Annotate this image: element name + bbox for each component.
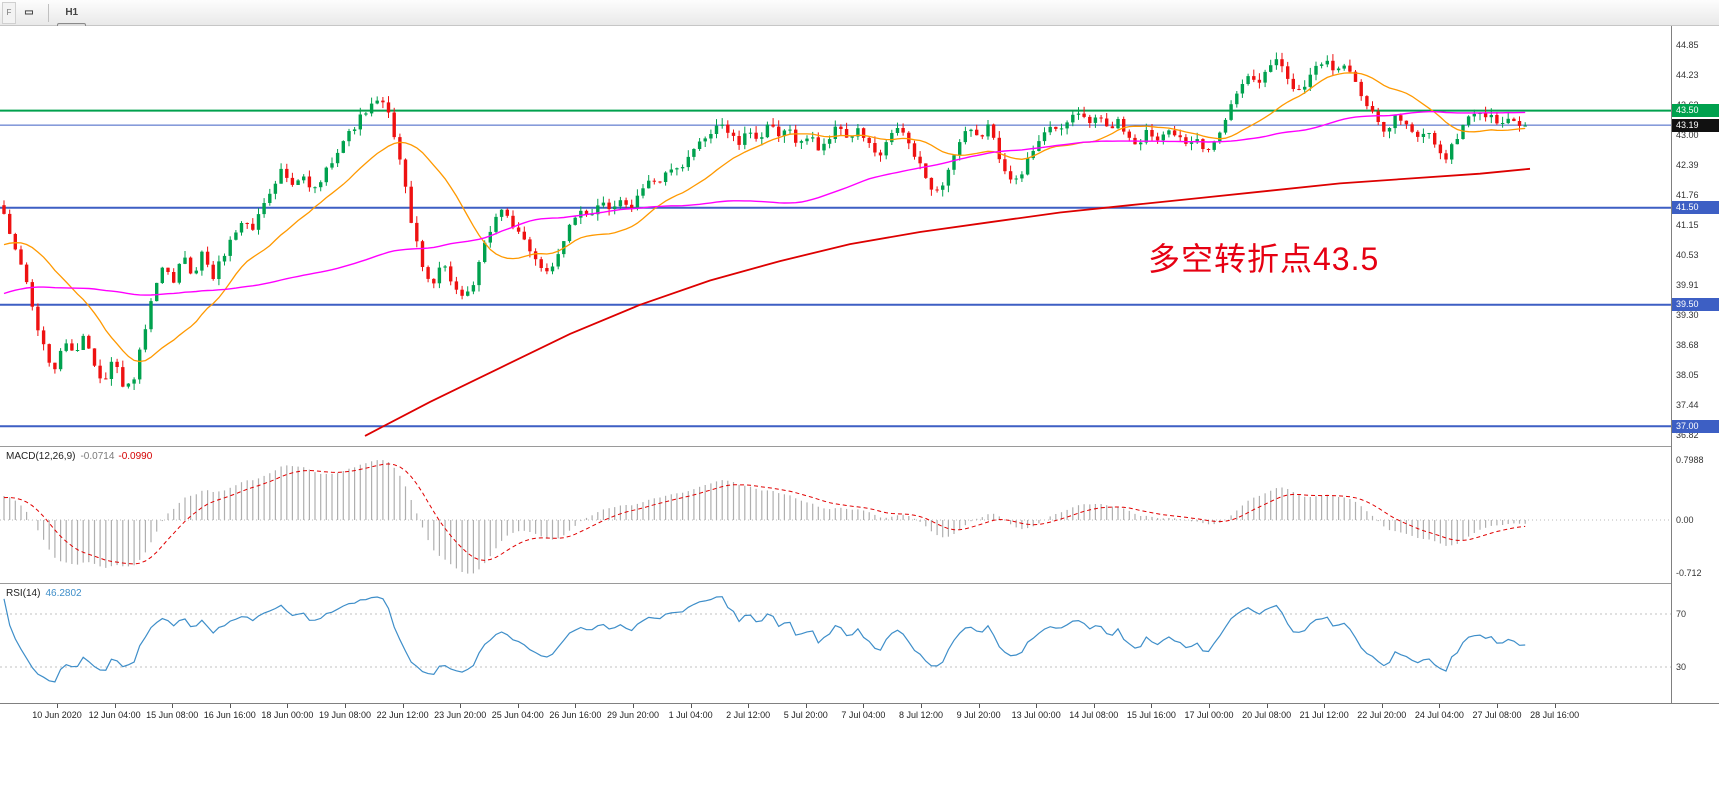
time-axis-label: 25 Jun 04:00 <box>491 710 544 720</box>
time-axis-label: 21 Jul 12:00 <box>1299 710 1349 720</box>
rsi-axis-label: 30 <box>1676 662 1687 672</box>
time-axis-label: 14 Jul 08:00 <box>1069 710 1119 720</box>
time-axis-label: 15 Jul 16:00 <box>1126 710 1176 720</box>
price-level-badge: 39.50 <box>1672 298 1719 312</box>
time-axis-label: 22 Jul 20:00 <box>1357 710 1407 720</box>
price-level-badge: 41.50 <box>1672 201 1719 215</box>
time-axis-label: 29 Jun 20:00 <box>606 710 660 720</box>
time-axis-tick <box>57 704 58 708</box>
time-axis-tick <box>1324 704 1326 708</box>
time-axis-tick <box>575 704 577 708</box>
panel-divider[interactable] <box>0 583 1719 584</box>
current-price-badge: 43.19 <box>1672 119 1719 133</box>
time-axis-label: 13 Jul 00:00 <box>1011 710 1061 720</box>
toolbar-separator <box>48 3 49 22</box>
price-axis-label: 40.53 <box>1676 249 1699 260</box>
time-axis-label: 19 Jun 08:00 <box>318 710 372 720</box>
time-axis-tick <box>1209 704 1210 708</box>
time-axis-label: 9 Jul 20:00 <box>956 710 1001 720</box>
time-axis-label: 1 Jul 04:00 <box>668 710 713 720</box>
time-axis-label: 10 Jun 2020 <box>32 710 82 720</box>
time-axis-tick <box>1439 704 1441 708</box>
time-axis-tick <box>1497 704 1498 708</box>
time-axis-tick <box>748 704 750 708</box>
price-axis-label: 44.23 <box>1676 70 1699 81</box>
time-axis-tick <box>1266 704 1268 708</box>
time-axis-tick <box>690 704 692 708</box>
macd-indicator-label: MACD(12,26,9) -0.0714 -0.0990 <box>6 451 153 462</box>
time-axis-tick <box>978 704 980 708</box>
time-axis-label: 5 Jul 20:00 <box>783 710 828 720</box>
rsi-panel-canvas[interactable] <box>0 584 1671 703</box>
time-axis-label: 7 Jul 04:00 <box>841 710 886 720</box>
time-axis-label: 2 Jul 12:00 <box>726 710 771 720</box>
timeframe-h1[interactable]: H1 <box>65 7 79 18</box>
toolbar: F ✚A▭✎▾ M1M5M15M30H1H4D1W1MN <box>0 0 1719 98</box>
time-axis-tick <box>229 704 231 708</box>
price-level-badge: 43.50 <box>1672 104 1719 118</box>
time-axis-tick <box>287 704 289 708</box>
price-level-badge: 37.00 <box>1672 419 1719 433</box>
time-axis-tick <box>863 704 865 708</box>
price-axis-label: 36.82 <box>1676 429 1699 440</box>
time-axis-tick <box>921 704 922 708</box>
time-axis-tick <box>114 704 116 708</box>
price-axis-label: 37.44 <box>1676 399 1699 410</box>
collapsed-panel-tab[interactable]: F <box>2 1 16 24</box>
macd-panel-canvas[interactable] <box>0 447 1671 584</box>
time-axis-label: 22 Jun 12:00 <box>376 710 429 720</box>
price-axis-label: 41.76 <box>1676 190 1699 201</box>
time-axis-label: 12 Jun 04:00 <box>88 710 141 720</box>
price-chart-canvas[interactable] <box>0 26 1671 447</box>
time-axis-label: 8 Jul 12:00 <box>898 710 944 720</box>
rsi-indicator-label: RSI(14) 46.2802 <box>6 588 82 599</box>
rsi-axis-label: 70 <box>1676 609 1687 619</box>
price-axis-label: 38.68 <box>1676 339 1699 350</box>
time-axis-tick <box>1093 704 1095 708</box>
time-axis-label: 27 Jul 08:00 <box>1472 710 1522 720</box>
time-axis-tick <box>1036 704 1038 708</box>
price-axis-label: 39.30 <box>1676 309 1699 320</box>
price-axis-label: 42.39 <box>1676 159 1699 170</box>
price-axis-label: 43.00 <box>1676 129 1699 140</box>
time-axis-label: 16 Jun 16:00 <box>203 710 256 720</box>
time-axis-label: 15 Jun 08:00 <box>146 710 199 720</box>
time-axis-tick <box>1151 704 1153 708</box>
price-axis[interactable]: 44.8544.2343.6243.0042.3941.7641.1540.53… <box>1671 26 1719 703</box>
time-axis-label: 20 Jul 08:00 <box>1242 710 1292 720</box>
macd-axis-label: -0.712 <box>1676 568 1702 579</box>
time-axis-label: 26 Jun 16:00 <box>549 710 602 720</box>
time-axis-tick <box>517 704 519 708</box>
time-axis-tick <box>1381 704 1383 708</box>
time-axis-label: 28 Jul 16:00 <box>1530 710 1580 720</box>
time-axis-tick <box>172 704 174 708</box>
time-axis-label: 18 Jun 00:00 <box>261 710 314 720</box>
time-axis-tick <box>1554 704 1556 708</box>
panel-divider[interactable] <box>0 446 1719 447</box>
time-axis-tick <box>345 704 346 708</box>
time-axis-tick <box>402 704 404 708</box>
shapes-tool-icon[interactable]: ▭ <box>24 7 34 18</box>
price-axis-label: 39.91 <box>1676 279 1699 290</box>
time-axis-label: 23 Jun 20:00 <box>434 710 487 720</box>
macd-axis-label: 0.00 <box>1676 515 1694 525</box>
price-axis-label: 41.15 <box>1676 219 1699 230</box>
time-axis-tick <box>460 704 462 708</box>
price-axis-label: 44.85 <box>1676 40 1699 50</box>
time-axis-label: 24 Jul 04:00 <box>1414 710 1464 720</box>
price-axis-label: 38.05 <box>1676 370 1699 381</box>
time-axis-tick <box>805 704 807 708</box>
time-axis[interactable]: 10 Jun 2020 12 Jun 04:00 15 Jun 08:00 16 Ju… <box>0 703 1719 727</box>
chart-annotation-text[interactable]: 多空转折点43.5 <box>1148 241 1380 277</box>
time-axis-tick <box>633 704 634 708</box>
macd-axis-label: 0.7988 <box>1676 455 1704 466</box>
time-axis-label: 17 Jul 00:00 <box>1184 710 1234 720</box>
